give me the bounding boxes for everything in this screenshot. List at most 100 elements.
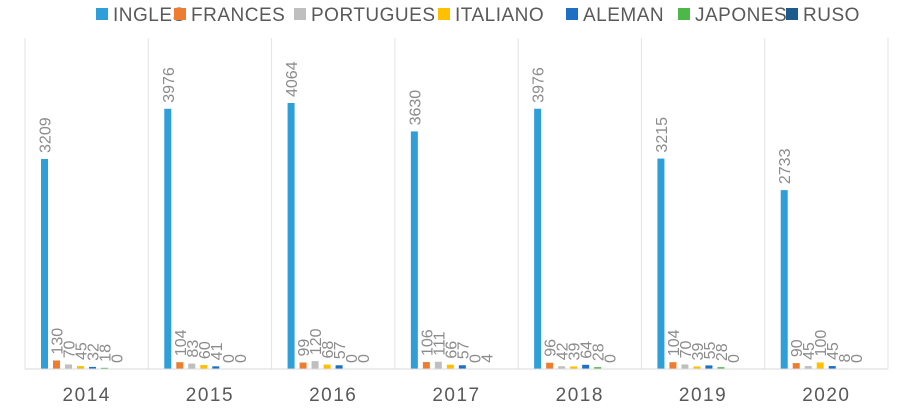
data-label-italiano-2018: 39 <box>567 343 584 361</box>
data-label-ingles-2018: 3976 <box>531 67 548 103</box>
data-label-frances-2019: 104 <box>666 329 683 356</box>
bar-japones-2018 <box>594 367 602 369</box>
bar-ingles-2015 <box>164 108 172 370</box>
data-labels: 3209130704532180397610483604100406499120… <box>38 61 867 363</box>
data-label-japones-2017: 0 <box>467 354 484 363</box>
bar-aleman-2018 <box>582 364 590 369</box>
bar-italiano-2020 <box>816 362 824 369</box>
data-label-aleman-2014: 32 <box>86 343 103 361</box>
bar-aleman-2014 <box>89 366 96 369</box>
data-label-ruso-2017: 4 <box>479 354 496 363</box>
legend-item-ingles: INGLES <box>96 5 186 26</box>
data-label-ingles-2016: 4064 <box>284 61 301 97</box>
bar-aleman-2019 <box>705 365 713 369</box>
legend-swatch <box>294 8 306 20</box>
chart-legend: INGLES FRANCES PORTUGUES ITALIANO ALEMAN JAPO… <box>96 5 860 26</box>
data-label-aleman-2018: 64 <box>579 341 596 359</box>
bar-italiano-2015 <box>200 365 208 369</box>
bar-ingles-2014 <box>41 158 48 369</box>
data-label-frances-2017: 106 <box>419 329 436 356</box>
data-label-portugues-2015: 83 <box>185 340 202 358</box>
x-tick-label-2015: 2015 <box>186 385 234 406</box>
data-label-frances-2018: 96 <box>543 339 560 357</box>
category-dividers <box>24 38 889 369</box>
data-label-aleman-2016: 57 <box>332 341 349 359</box>
bar-ingles-2016 <box>287 103 295 369</box>
data-label-ruso-2019: 0 <box>726 354 743 363</box>
x-tick-label-2017: 2017 <box>432 385 480 406</box>
legend-label: RUSO <box>803 5 860 26</box>
bar-italiano-2014 <box>77 366 84 369</box>
data-label-japones-2020: 8 <box>837 353 854 362</box>
legend-label: FRANCES <box>191 5 285 26</box>
data-label-portugues-2014: 70 <box>62 341 79 359</box>
data-label-japones-2016: 0 <box>344 354 361 363</box>
legend-swatch <box>174 8 186 20</box>
legend-swatch <box>96 8 108 20</box>
data-label-portugues-2017: 111 <box>431 331 448 355</box>
legend-swatch <box>786 8 798 20</box>
data-label-frances-2014: 130 <box>50 328 67 355</box>
data-label-aleman-2017: 57 <box>455 341 472 359</box>
bar-italiano-2017 <box>446 364 454 369</box>
data-label-portugues-2019: 70 <box>678 341 695 359</box>
legend-label: INGLES <box>113 5 186 26</box>
bar-frances-2019 <box>669 362 677 369</box>
bar-italiano-2016 <box>323 364 331 369</box>
data-label-aleman-2019: 55 <box>702 342 719 360</box>
data-label-portugues-2020: 45 <box>801 342 818 360</box>
x-tick-label-2020: 2020 <box>802 385 850 406</box>
bar-aleman-2017 <box>458 365 466 369</box>
legend-item-aleman: ALEMAN <box>566 5 664 26</box>
data-label-italiano-2016: 68 <box>320 341 337 359</box>
data-label-italiano-2019: 39 <box>690 343 707 361</box>
bar-frances-2015 <box>176 362 184 369</box>
data-label-ingles-2015: 3976 <box>161 67 178 103</box>
x-tick-label-2016: 2016 <box>309 385 357 406</box>
data-label-japones-2019: 28 <box>714 343 731 361</box>
x-axis-tick-labels: 2014 2015 2016 2017 2018 2019 2020 <box>63 385 850 406</box>
legend-item-ruso: RUSO <box>786 5 860 26</box>
data-label-ruso-2015: 0 <box>233 354 250 363</box>
bar-portugues-2014 <box>65 364 72 369</box>
legend-label: PORTUGUES <box>311 5 436 26</box>
data-label-ingles-2020: 2733 <box>777 148 794 184</box>
bar-portugues-2019 <box>681 364 689 369</box>
bar-frances-2020 <box>792 363 800 369</box>
bar-italiano-2019 <box>693 366 701 369</box>
data-label-japones-2014: 18 <box>98 344 115 362</box>
data-label-ruso-2018: 0 <box>603 354 620 363</box>
bar-ingles-2018 <box>534 108 542 370</box>
data-label-frances-2015: 104 <box>173 329 190 356</box>
bar-portugues-2016 <box>311 361 319 369</box>
legend-item-japones: JAPONES <box>678 5 787 26</box>
bar-aleman-2020 <box>828 366 836 369</box>
bar-ingles-2020 <box>780 190 788 369</box>
bar-ingles-2017 <box>410 131 418 369</box>
bar-frances-2018 <box>546 362 554 369</box>
data-label-frances-2020: 90 <box>789 339 806 357</box>
data-label-italiano-2014: 45 <box>74 342 91 360</box>
bar-portugues-2017 <box>434 361 442 369</box>
data-label-aleman-2020: 45 <box>825 342 842 360</box>
data-label-ruso-2016: 0 <box>356 354 373 363</box>
bar-frances-2017 <box>422 362 430 369</box>
x-tick-label-2014: 2014 <box>63 385 111 406</box>
legend-swatch <box>678 8 690 20</box>
data-label-ruso-2014: 0 <box>110 354 127 363</box>
legend-swatch <box>438 8 450 20</box>
data-label-japones-2018: 28 <box>591 343 608 361</box>
bar-italiano-2018 <box>570 366 578 369</box>
bar-aleman-2015 <box>212 366 220 369</box>
bar-ingles-2019 <box>657 158 665 369</box>
bar-portugues-2018 <box>558 366 566 369</box>
legend-swatch <box>566 8 578 20</box>
bars <box>41 103 848 370</box>
legend-item-italiano: ITALIANO <box>438 5 544 26</box>
bar-portugues-2020 <box>804 366 812 369</box>
legend-label: JAPONES <box>695 5 787 26</box>
data-label-frances-2016: 99 <box>296 339 313 357</box>
data-label-ingles-2019: 3215 <box>654 117 671 153</box>
data-label-ingles-2014: 3209 <box>38 117 55 153</box>
